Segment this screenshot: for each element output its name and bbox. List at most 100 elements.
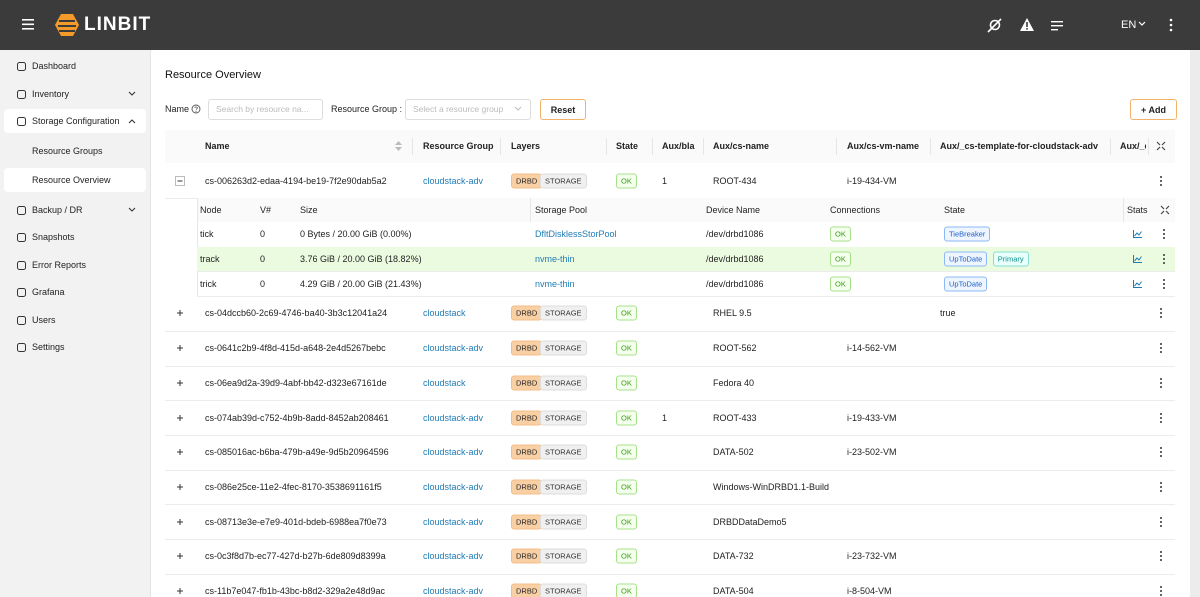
row-actions[interactable]	[1159, 307, 1163, 319]
device-name: /dev/drbd1086	[706, 229, 764, 239]
group-link[interactable]: cloudstack-adv	[423, 517, 483, 527]
expand-button[interactable]	[175, 378, 185, 388]
layer-tag: DRBD	[511, 445, 542, 460]
column-divider	[606, 138, 607, 155]
row-actions[interactable]	[1162, 278, 1166, 290]
cell-cs-name: RHEL 9.5	[713, 308, 752, 318]
row-actions[interactable]	[1159, 446, 1163, 458]
group-link[interactable]: cloudstack-adv	[423, 343, 483, 353]
details-column-header: Node	[200, 205, 222, 215]
row-actions[interactable]	[1159, 481, 1163, 493]
group-link[interactable]: cloudstack-adv	[423, 413, 483, 423]
column-divider	[1148, 138, 1149, 155]
expand-button[interactable]	[175, 551, 185, 561]
row-actions[interactable]	[1159, 412, 1163, 424]
column-header[interactable]: Layers	[511, 141, 540, 151]
column-divider	[836, 138, 837, 155]
row-divider	[165, 366, 1175, 367]
stats-icon[interactable]	[1133, 230, 1142, 238]
state-tag: OK	[616, 173, 637, 188]
layer-tag: DRBD	[511, 375, 542, 390]
scrollbar[interactable]	[1190, 50, 1200, 597]
stats-icon[interactable]	[1133, 255, 1142, 263]
expand-button[interactable]	[175, 413, 185, 423]
group-link[interactable]: cloudstack-adv	[423, 586, 483, 596]
column-header[interactable]: State	[616, 141, 638, 151]
details-column-header: State	[944, 205, 965, 215]
cell-name: cs-074ab39d-c752-4b9b-8add-8452ab208461	[205, 413, 389, 423]
column-header: Aux/_c	[1120, 141, 1146, 151]
layer-tag: DRBD	[511, 479, 542, 494]
layer-tag: STORAGE	[540, 375, 587, 390]
column-settings[interactable]	[1156, 141, 1166, 151]
row-divider	[165, 470, 1175, 471]
group-link[interactable]: cloudstack-adv	[423, 551, 483, 561]
column-divider	[412, 138, 413, 155]
column-header[interactable]: Aux/cs-name	[713, 141, 769, 151]
sort-icon[interactable]	[395, 141, 402, 151]
storage-pool[interactable]: DfltDisklessStorPool	[535, 229, 617, 239]
cell-cs-name: DRBDDataDemo5	[713, 517, 787, 527]
row-actions[interactable]	[1162, 228, 1166, 240]
state-tag: OK	[616, 514, 637, 529]
layer-tag: STORAGE	[540, 341, 587, 356]
collapse-button[interactable]	[175, 176, 185, 186]
state-tag: Primary	[993, 252, 1029, 267]
layer-tag: STORAGE	[540, 173, 587, 188]
column-divider	[500, 138, 501, 155]
row-actions[interactable]	[1159, 516, 1163, 528]
stats-icon[interactable]	[1133, 280, 1142, 288]
details-column-header: V#	[260, 205, 271, 215]
row-actions[interactable]	[1159, 175, 1163, 187]
row-actions[interactable]	[1159, 550, 1163, 562]
row-actions[interactable]	[1162, 253, 1166, 265]
column-header[interactable]: Aux/_cs-template-for-cloudstack-adv	[940, 141, 1098, 151]
volume-number: 0	[260, 254, 265, 264]
node-name: trick	[200, 279, 217, 289]
column-header[interactable]: Aux/cs-vm-name	[847, 141, 919, 151]
group-link[interactable]: cloudstack-adv	[423, 482, 483, 492]
cell-aux-bla: 1	[662, 413, 667, 423]
group-link[interactable]: cloudstack-adv	[423, 176, 483, 186]
storage-pool[interactable]: nvme-thin	[535, 254, 575, 264]
cell-name: cs-006263d2-edaa-4194-be19-7f2e90dab5a2	[205, 176, 387, 186]
row-actions[interactable]	[1159, 342, 1163, 354]
group-link[interactable]: cloudstack	[423, 308, 466, 318]
storage-pool[interactable]: nvme-thin	[535, 279, 575, 289]
cell-name: cs-08713e3e-e7e9-401d-bdeb-6988ea7f0e73	[205, 517, 387, 527]
cell-cs-name: ROOT-562	[713, 343, 757, 353]
layer-tag: STORAGE	[540, 514, 587, 529]
state-tag: UpToDate	[944, 252, 987, 267]
layer-tag: DRBD	[511, 410, 542, 425]
cell-cs-vm-name: i-23-502-VM	[847, 447, 897, 457]
device-name: /dev/drbd1086	[706, 254, 764, 264]
details-column-header: Storage Pool	[535, 205, 587, 215]
cell-name: cs-11b7e047-fb1b-43bc-b8d2-329a2e48d9ac	[205, 586, 385, 596]
volume-number: 0	[260, 279, 265, 289]
expand-button[interactable]	[175, 308, 185, 318]
column-header[interactable]: Aux/bla	[662, 141, 695, 151]
details-column-header: Connections	[830, 205, 880, 215]
column-divider	[652, 138, 653, 155]
group-link[interactable]: cloudstack-adv	[423, 447, 483, 457]
cell-cs-name: DATA-502	[713, 447, 754, 457]
cell-cs-name: Windows-WinDRBD1.1-Build	[713, 482, 829, 492]
expand-button[interactable]	[175, 482, 185, 492]
row-actions[interactable]	[1159, 377, 1163, 389]
group-link[interactable]: cloudstack	[423, 378, 466, 388]
column-header[interactable]: Resource Group	[423, 141, 494, 151]
node-name: track	[200, 254, 220, 264]
details-settings[interactable]	[1160, 205, 1170, 215]
expand-button[interactable]	[175, 586, 185, 596]
row-divider	[165, 574, 1175, 575]
cell-name: cs-0c3f8d7b-ec77-427d-b27b-6de809d8399a	[205, 551, 386, 561]
volume-number: 0	[260, 229, 265, 239]
column-header[interactable]: Name	[205, 141, 230, 151]
expand-button[interactable]	[175, 517, 185, 527]
cell-cs-name: DATA-504	[713, 586, 754, 596]
expand-button[interactable]	[175, 343, 185, 353]
column-divider	[530, 198, 531, 222]
expand-button[interactable]	[175, 447, 185, 457]
layer-tag: STORAGE	[540, 306, 587, 321]
row-actions[interactable]	[1159, 585, 1163, 597]
